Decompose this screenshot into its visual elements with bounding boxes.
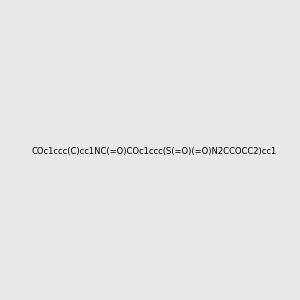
Text: COc1ccc(C)cc1NC(=O)COc1ccc(S(=O)(=O)N2CCOCC2)cc1: COc1ccc(C)cc1NC(=O)COc1ccc(S(=O)(=O)N2CC… [31, 147, 276, 156]
